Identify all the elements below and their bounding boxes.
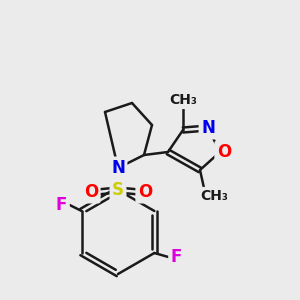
Text: F: F [56, 196, 67, 214]
Text: O: O [84, 183, 98, 201]
Text: CH₃: CH₃ [169, 93, 197, 107]
Text: O: O [217, 143, 231, 161]
Text: N: N [201, 119, 215, 137]
Text: CH₃: CH₃ [200, 189, 228, 203]
Text: S: S [112, 181, 124, 199]
Text: O: O [138, 183, 152, 201]
Text: N: N [111, 159, 125, 177]
Text: F: F [171, 248, 182, 266]
